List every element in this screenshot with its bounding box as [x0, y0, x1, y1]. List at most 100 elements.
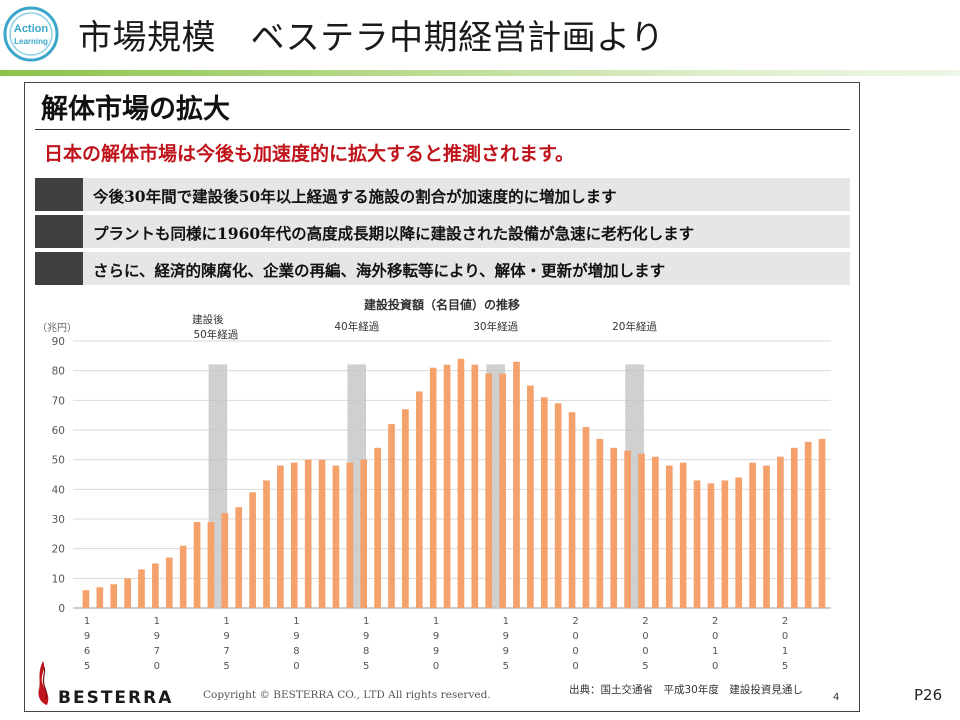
slide-title: 解体市場の拡大 [41, 94, 230, 125]
bar [652, 456, 659, 608]
bullet-text: さらに、経済的陳腐化、企業の再編、海外移転等により、解体・更新が増加します [93, 261, 666, 280]
bar [679, 462, 687, 608]
slide-subtitle: 日本の解体市場は今後も加速度的に拡大すると推測されます。 [44, 143, 575, 165]
copyright-text: Copyright © BESTERRA CO., LTD All rights… [203, 689, 491, 701]
slide-title-rule [35, 129, 850, 130]
bar [735, 477, 743, 608]
bullet-text: 今後30年間で建設後50年以上経過する施設の割合が加速度的に増加します [93, 187, 617, 206]
bar [429, 367, 437, 608]
x-tick-label: 0 [572, 646, 578, 657]
y-tick-label: 50 [52, 455, 65, 467]
x-tick-label: 5 [223, 661, 229, 672]
x-tick-label: 0 [642, 646, 648, 657]
x-tick-label: 0 [433, 661, 439, 672]
x-tick-label: 0 [782, 631, 788, 642]
logo-text-action: Action [14, 23, 49, 35]
bar [554, 403, 562, 608]
x-tick-label: 9 [433, 646, 439, 657]
bar [693, 480, 701, 608]
bar [179, 545, 187, 608]
bar [818, 438, 826, 608]
source-citation: 出典：国土交通省 平成30年度 建設投資見通し [569, 684, 803, 696]
bullet-text: プラントも同様に1960年代の高度成長期以降に建設された設備が急速に老朽化します [93, 224, 695, 243]
x-tick-label: 5 [782, 661, 788, 672]
chart-title: 建設投資額（名目値）の推移 [363, 298, 520, 312]
action-learning-logo: Action Learning [2, 5, 60, 63]
bar [624, 450, 631, 608]
bar [513, 361, 520, 608]
bar [290, 462, 298, 608]
bar [763, 465, 770, 608]
bar [568, 412, 576, 608]
y-tick-label: 20 [52, 544, 65, 556]
logo-text-learning: Learning [14, 37, 48, 46]
bar [457, 358, 465, 608]
x-tick-label: 0 [642, 631, 648, 642]
bar [263, 480, 270, 608]
y-tick-label: 0 [58, 603, 65, 615]
x-tick-label: 9 [363, 631, 369, 642]
bar [582, 427, 590, 608]
bar [152, 563, 159, 608]
header-divider [0, 70, 960, 76]
x-tick-label: 5 [363, 661, 369, 672]
annotation-label: 20年経過 [612, 320, 657, 333]
bar [318, 459, 326, 608]
bullet-marker [35, 215, 83, 248]
x-tick-label: 1 [782, 646, 788, 657]
y-axis-unit-label: （兆円） [37, 322, 77, 334]
bar [638, 453, 645, 608]
x-tick-label: 9 [84, 631, 90, 642]
x-tick-label: 9 [154, 631, 160, 642]
bar [304, 459, 312, 608]
x-tick-label: 6 [84, 646, 90, 657]
bar [749, 462, 756, 608]
bullet-marker [35, 178, 83, 211]
y-tick-label: 90 [52, 336, 65, 348]
bar [249, 492, 256, 608]
x-tick-label: 0 [572, 661, 578, 672]
bar [346, 462, 354, 608]
x-tick-label: 5 [84, 661, 90, 672]
bullet-item: プラントも同様に1960年代の高度成長期以降に建設された設備が急速に老朽化します [35, 215, 850, 248]
brand-name: BESTERRA [58, 688, 174, 708]
bullet-item: さらに、経済的陳腐化、企業の再編、海外移転等により、解体・更新が増加します [35, 252, 850, 285]
bar [415, 391, 423, 608]
bar [110, 584, 118, 608]
x-tick-label: 9 [503, 631, 509, 642]
x-tick-label: 1 [363, 616, 369, 627]
y-tick-label: 40 [52, 484, 65, 496]
page-title: 市場規模 ベステラ中期経営計画より [78, 18, 665, 58]
bullet-list: 今後30年間で建設後50年以上経過する施設の割合が加速度的に増加します プラント… [35, 178, 850, 289]
besterra-logo-mark [38, 661, 49, 705]
y-tick-label: 80 [52, 366, 65, 378]
bar [790, 447, 798, 608]
x-tick-label: 0 [712, 631, 718, 642]
bar [388, 424, 395, 608]
bar [721, 480, 729, 608]
bar [485, 373, 493, 608]
y-tick-label: 10 [52, 573, 65, 585]
bar [527, 385, 534, 608]
bar [374, 447, 381, 608]
bar [235, 507, 243, 608]
bar [138, 569, 145, 608]
bar [777, 456, 784, 608]
bar [96, 587, 104, 608]
embedded-slide: 解体市場の拡大 日本の解体市場は今後も加速度的に拡大すると推測されます。 今後3… [24, 82, 860, 712]
bar [540, 397, 548, 608]
x-tick-label: 0 [154, 661, 160, 672]
bar [499, 373, 506, 608]
bar [221, 513, 229, 608]
x-tick-label: 8 [363, 646, 369, 657]
bar [596, 438, 604, 608]
x-tick-label: 2 [642, 616, 648, 627]
x-tick-label: 0 [293, 661, 299, 672]
x-tick-label: 1 [433, 616, 439, 627]
bar [665, 465, 673, 608]
x-tick-label: 2 [572, 616, 578, 627]
bar [277, 465, 284, 608]
x-tick-label: 9 [503, 646, 509, 657]
bar [707, 483, 715, 608]
